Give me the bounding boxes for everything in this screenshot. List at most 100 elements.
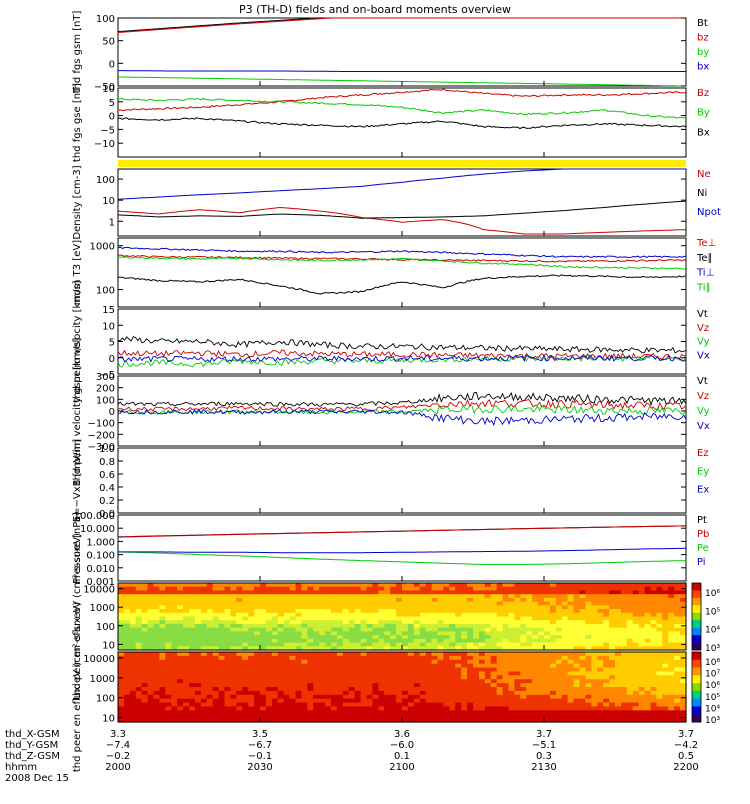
spectrogram-cell bbox=[265, 620, 273, 625]
spectrogram-cell bbox=[449, 631, 456, 636]
spectrogram-cell bbox=[319, 635, 326, 640]
spectrogram-cell bbox=[242, 671, 249, 676]
spectrogram-cell bbox=[567, 638, 575, 644]
spectrogram-cell bbox=[520, 583, 527, 588]
spectrogram-cell bbox=[650, 663, 658, 669]
spectrogram-cell bbox=[567, 683, 575, 688]
spectrogram-cell bbox=[615, 671, 622, 676]
spectrogram-cell bbox=[336, 698, 344, 704]
spectrogram-cell bbox=[567, 655, 575, 661]
spectrogram-cell bbox=[407, 687, 415, 692]
spectrogram-cell bbox=[378, 646, 385, 651]
spectrogram-cell bbox=[366, 714, 374, 719]
spectrogram-cell bbox=[159, 583, 166, 588]
spectrogram-cell bbox=[218, 706, 226, 711]
spectrogram-cell bbox=[478, 710, 486, 715]
y-tick-label: 10000 bbox=[83, 585, 115, 596]
spectrogram-cell bbox=[336, 590, 344, 595]
spectrogram-cell bbox=[118, 671, 125, 676]
spectrogram-cell bbox=[603, 702, 610, 708]
spectrogram-cell bbox=[431, 638, 439, 644]
spectrogram-cell bbox=[478, 687, 486, 692]
spectrogram-cell bbox=[366, 663, 374, 669]
spectrogram-cell bbox=[473, 612, 480, 618]
spectrogram-cell bbox=[431, 616, 439, 621]
spectrogram-cell bbox=[123, 605, 131, 610]
spectrogram-cell bbox=[532, 710, 539, 715]
spectrogram-cell bbox=[206, 671, 214, 676]
spectrogram-cell bbox=[461, 583, 468, 588]
spectrogram-cell bbox=[573, 667, 581, 673]
spectrogram-cell bbox=[674, 631, 681, 636]
spectrogram-cell bbox=[668, 646, 675, 651]
spectrogram-cell bbox=[325, 710, 332, 715]
spectrogram-cell bbox=[118, 667, 125, 673]
spectrogram-cell bbox=[248, 597, 255, 603]
spectrogram-cell bbox=[620, 714, 628, 719]
spectrogram-cell bbox=[591, 706, 598, 711]
spectrogram-cell bbox=[431, 655, 439, 661]
spectrogram-cell bbox=[147, 583, 155, 588]
spectrogram-cell bbox=[538, 638, 545, 644]
spectrogram-cell bbox=[313, 714, 320, 719]
spectrogram-cell bbox=[141, 667, 149, 673]
spectrogram-cell bbox=[171, 601, 178, 606]
spectrogram-cell bbox=[413, 706, 421, 711]
spectrogram-cell bbox=[153, 675, 161, 680]
spectrogram-cell bbox=[502, 675, 510, 680]
spectrogram-cell bbox=[597, 586, 604, 592]
spectrogram-cell bbox=[307, 687, 314, 692]
spectrogram-cell bbox=[626, 638, 634, 644]
spectrogram-cell bbox=[461, 687, 468, 692]
spectrogram-cell bbox=[295, 694, 303, 700]
series-line-ni bbox=[117, 200, 687, 219]
spectrogram-cell bbox=[567, 586, 575, 592]
spectrogram-cell bbox=[455, 698, 462, 704]
spectrogram-cell bbox=[177, 623, 184, 629]
y-axis-label-density: Density [cm-3] bbox=[72, 165, 83, 239]
spectrogram-cell bbox=[467, 635, 474, 640]
spectrogram-cell bbox=[171, 623, 178, 629]
series-line-vz bbox=[117, 349, 687, 360]
spectrogram-cell bbox=[402, 590, 409, 595]
spectrogram-cell bbox=[354, 655, 362, 661]
spectrogram-cell bbox=[265, 590, 273, 595]
spectrogram-cell bbox=[467, 583, 474, 588]
spectrogram-cell bbox=[561, 635, 569, 640]
spectrogram-cell bbox=[283, 679, 291, 684]
spectrogram-cell bbox=[508, 714, 516, 719]
spectrogram-cell bbox=[183, 710, 190, 715]
spectrogram-cell bbox=[366, 675, 374, 680]
spectrogram-cell bbox=[212, 620, 220, 625]
spectrogram-cell bbox=[597, 590, 604, 595]
spectrogram-cell bbox=[514, 631, 521, 636]
spectrogram-cell bbox=[555, 620, 563, 625]
spectrogram-cell bbox=[638, 623, 646, 629]
spectrogram-cell bbox=[230, 671, 237, 676]
spectrogram-cell bbox=[644, 623, 652, 629]
spectrogram-cell bbox=[141, 671, 149, 676]
spectrogram-cell bbox=[579, 714, 587, 719]
spectrogram-cell bbox=[177, 659, 184, 665]
spectrogram-cell bbox=[567, 690, 575, 696]
spectrogram-cell bbox=[662, 601, 669, 606]
spectrogram-cell bbox=[597, 601, 604, 606]
spectrogram-cell bbox=[236, 710, 243, 715]
spectrogram-cell bbox=[615, 652, 622, 657]
spectrogram-cell bbox=[135, 702, 143, 708]
spectrogram-cell bbox=[538, 586, 545, 592]
spectrogram-cell bbox=[603, 635, 610, 640]
spectrogram-cell bbox=[230, 694, 237, 700]
spectrogram-cell bbox=[650, 698, 658, 704]
spectrogram-cell bbox=[567, 627, 575, 632]
spectrogram-cell bbox=[626, 690, 634, 696]
spectrogram-cell bbox=[129, 601, 137, 606]
spectrogram-cell bbox=[591, 646, 598, 651]
spectrogram-cell bbox=[342, 616, 350, 621]
spectrogram-cell bbox=[532, 638, 539, 644]
spectrogram-cell bbox=[490, 597, 498, 603]
spectrogram-cell bbox=[189, 667, 196, 673]
spectrogram-cell bbox=[449, 675, 456, 680]
spectrogram-cell bbox=[118, 710, 125, 715]
spectrogram-cell bbox=[573, 655, 581, 661]
